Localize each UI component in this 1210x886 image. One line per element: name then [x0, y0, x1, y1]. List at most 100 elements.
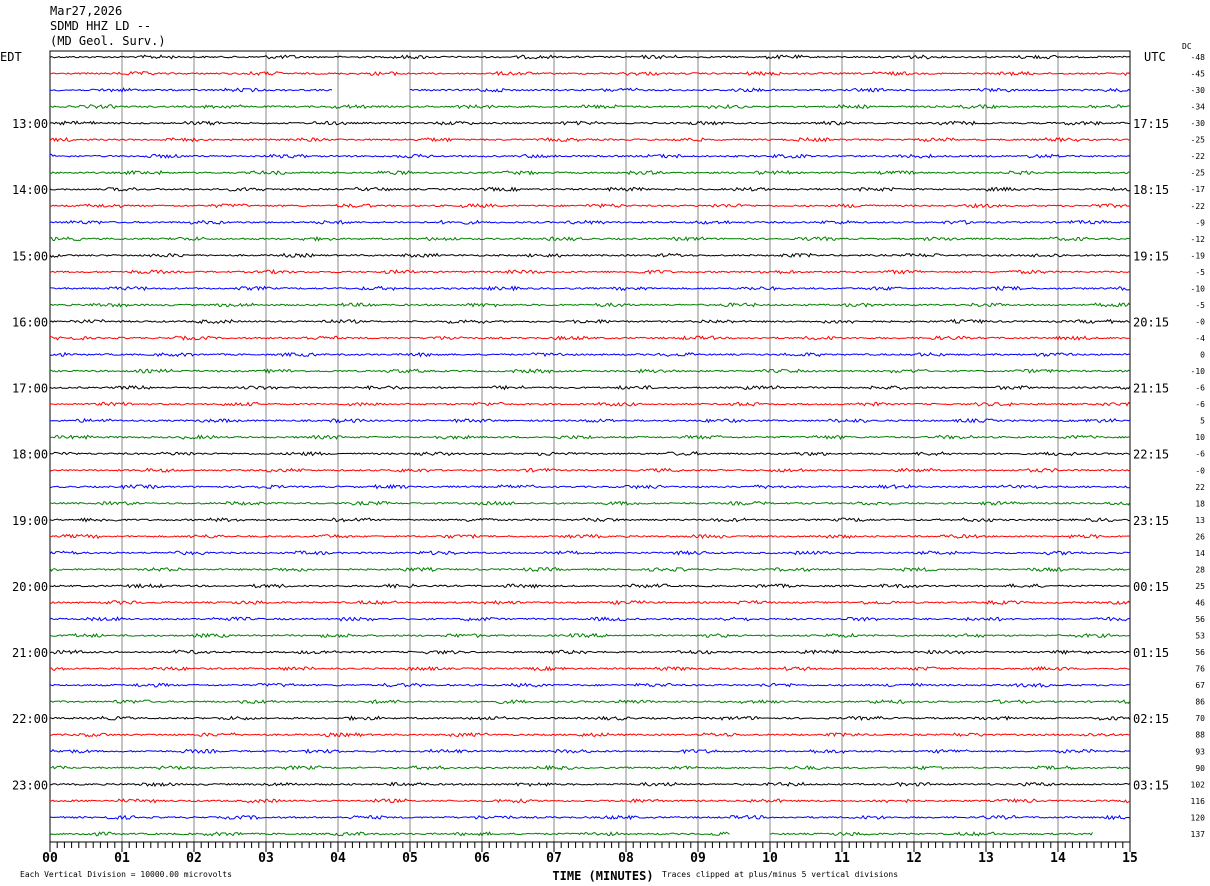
utc-hour-label: 01:15: [1133, 646, 1169, 660]
dc-offset-label: 14: [1195, 549, 1205, 558]
seismic-trace: [49, 467, 1131, 473]
seismic-trace: [49, 87, 1131, 93]
dc-offset-label: 76: [1195, 665, 1205, 674]
station-label: SDMD HHZ LD --: [50, 19, 152, 33]
time-tick-label: 12: [906, 851, 922, 866]
right-timezone-label: UTC: [1144, 50, 1166, 64]
date-label: Mar27,2026: [50, 4, 123, 18]
dc-offset-label: -34: [1191, 103, 1206, 112]
dc-offset-label: -10: [1191, 284, 1206, 293]
seismic-trace: [49, 682, 1131, 688]
dc-offset-label: 93: [1195, 747, 1205, 756]
dc-offset-label: 18: [1195, 499, 1205, 508]
scale-note: Each Vertical Division = 10000.00 microv…: [20, 870, 232, 879]
agency-label: (MD Geol. Surv.): [50, 34, 166, 48]
time-tick-label: 11: [834, 851, 850, 866]
utc-hour-label: 23:15: [1133, 514, 1169, 528]
time-tick-label: 02: [186, 851, 202, 866]
seismic-trace: [49, 202, 1131, 209]
seismic-trace: [49, 748, 1131, 755]
seismic-trace: [49, 732, 1131, 738]
clip-note: Traces clipped at plus/minus 5 vertical …: [662, 870, 898, 879]
utc-hour-label: 19:15: [1133, 249, 1169, 263]
dc-offset-label: 86: [1195, 698, 1205, 707]
dc-offset-label: -30: [1191, 119, 1206, 128]
dc-offset-label: 90: [1195, 764, 1205, 773]
edt-hour-label: 15:00: [12, 249, 48, 263]
dc-offset-label: 10: [1195, 433, 1205, 442]
seismic-trace: [49, 219, 1131, 225]
dc-offset-label: -25: [1191, 169, 1206, 178]
seismic-trace: [49, 318, 1131, 325]
seismic-trace: [49, 599, 1131, 606]
seismic-trace: [49, 566, 1131, 573]
seismic-trace: [49, 268, 1131, 275]
dc-offset-label: 5: [1200, 417, 1205, 426]
edt-hour-label: 21:00: [12, 646, 48, 660]
utc-hour-label: 18:15: [1133, 183, 1169, 197]
edt-hour-label: 23:00: [12, 778, 48, 792]
dc-offset-label: 0: [1200, 351, 1205, 360]
edt-hour-label: 14:00: [12, 183, 48, 197]
seismic-trace: [49, 649, 1131, 655]
time-tick-label: 00: [42, 851, 58, 866]
dc-offset-label: 25: [1195, 582, 1205, 591]
dc-offset-label: -48: [1191, 53, 1206, 62]
seismic-trace: [49, 136, 1131, 143]
utc-hour-label: 22:15: [1133, 448, 1169, 462]
dc-offset-label: 46: [1195, 598, 1205, 607]
seismic-trace: [49, 235, 1131, 242]
time-tick-label: 03: [258, 851, 274, 866]
dc-offset-label: -4: [1195, 334, 1205, 343]
dc-offset-label: -9: [1195, 218, 1205, 227]
seismic-trace: [49, 450, 1131, 457]
seismic-trace: [49, 500, 1131, 507]
seismic-trace: [49, 583, 1131, 589]
time-tick-label: 13: [978, 851, 994, 866]
seismic-trace: [49, 384, 1131, 391]
time-tick-label: 04: [330, 851, 346, 866]
plot-frame: [49, 50, 1131, 843]
seismic-trace: [49, 368, 1131, 375]
time-tick-label: 07: [546, 851, 562, 866]
dc-header: DC: [1182, 42, 1192, 51]
seismic-trace: [49, 632, 1131, 639]
seismic-trace: [50, 832, 1130, 836]
seismic-trace: [49, 550, 1131, 556]
dc-offset-label: -6: [1195, 450, 1205, 459]
edt-hour-label: 20:00: [12, 580, 48, 594]
seismic-trace: [49, 70, 1131, 77]
utc-hour-label: 02:15: [1133, 712, 1169, 726]
dc-offset-label: 28: [1195, 565, 1205, 574]
time-tick-label: 15: [1122, 851, 1138, 866]
dc-offset-label: -25: [1191, 136, 1206, 145]
dc-offset-label: 120: [1191, 813, 1206, 822]
utc-hour-label: 00:15: [1133, 580, 1169, 594]
edt-hour-label: 13:00: [12, 117, 48, 131]
seismic-trace: [49, 252, 1131, 258]
seismic-trace: [49, 120, 1131, 126]
dc-offset-label: 70: [1195, 714, 1205, 723]
seismic-trace: [49, 417, 1131, 424]
dc-offset-label: -30: [1191, 86, 1206, 95]
seismic-trace: [49, 814, 1131, 821]
seismic-trace: [49, 699, 1131, 705]
dc-offset-label: -17: [1191, 185, 1206, 194]
utc-hour-label: 20:15: [1133, 315, 1169, 329]
dc-offset-label: -6: [1195, 400, 1205, 409]
seismic-trace: [49, 434, 1131, 441]
utc-hour-label: 17:15: [1133, 117, 1169, 131]
seismic-trace: [49, 351, 1131, 358]
seismic-trace: [49, 533, 1131, 540]
time-tick-label: 01: [114, 851, 130, 866]
seismic-trace: [49, 335, 1131, 341]
edt-hour-label: 18:00: [12, 448, 48, 462]
time-tick-label: 14: [1050, 851, 1066, 866]
seismic-trace: [49, 764, 1131, 771]
dc-offset-label: -5: [1195, 301, 1205, 310]
dc-offset-label: -0: [1195, 317, 1205, 326]
utc-hour-label: 03:15: [1133, 778, 1169, 792]
edt-hour-label: 16:00: [12, 315, 48, 329]
dc-offset-label: -12: [1191, 235, 1206, 244]
